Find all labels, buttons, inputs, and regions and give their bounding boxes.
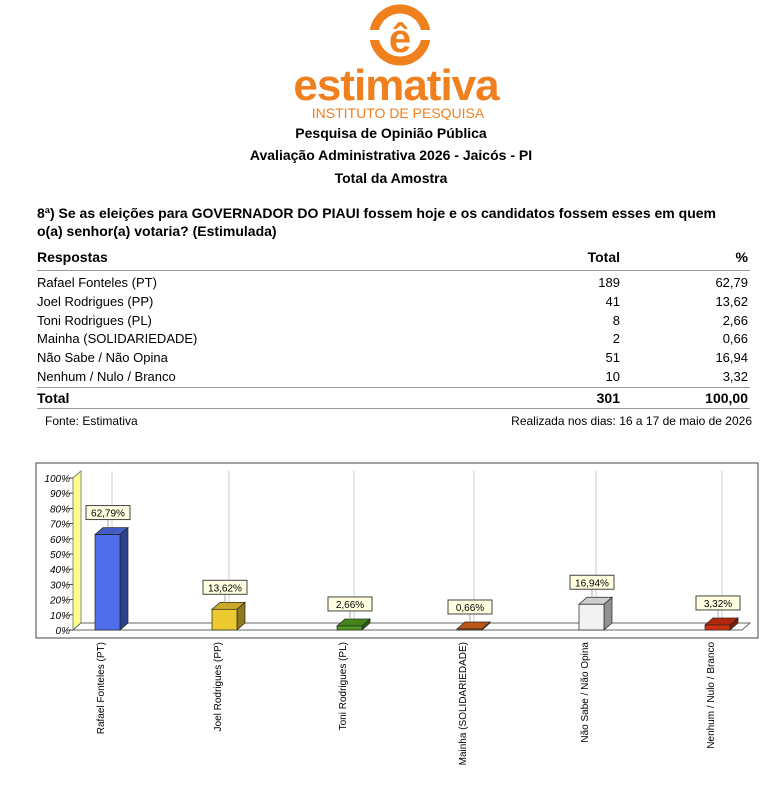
title-line: Total da Amostra	[334, 170, 448, 186]
y-tick-label: 20%	[49, 596, 70, 607]
value-label: 62,79%	[91, 509, 125, 520]
table-cell: 51	[605, 350, 620, 366]
question: 8ª) Se as eleições para GOVERNADOR DO PI…	[37, 205, 716, 239]
label-box	[695, 595, 741, 611]
table-cell: 0,66	[722, 331, 748, 347]
bar	[704, 624, 731, 631]
table-cell: Rafael Fonteles (PT)	[37, 275, 157, 290]
y-tick-label: 80%	[50, 504, 70, 515]
x-tick-label: Mainha (SOLIDARIEDADE)	[458, 642, 469, 765]
y-tick-label: 70%	[50, 520, 70, 531]
x-tick-label: Não Sabe / Não Opina	[580, 642, 591, 743]
label-box	[85, 505, 131, 521]
table-cell: 2	[612, 331, 620, 347]
value-label: 13,62%	[208, 583, 242, 594]
value-label: 2,66%	[336, 600, 364, 611]
table-cell: Joel Rodrigues (PP)	[37, 293, 154, 309]
logo-gap	[355, 30, 445, 40]
table-cell: 8	[612, 312, 620, 328]
logo-subtitle: INSTITUTO DE PESQUISA	[312, 105, 485, 120]
chart-frame	[35, 462, 759, 639]
value-label: 16,94%	[575, 578, 609, 589]
y-tick-label: 60%	[50, 535, 70, 546]
rule	[37, 387, 750, 388]
bar	[211, 608, 238, 631]
logo-text: estimativa	[293, 61, 500, 110]
table-cell: 16,94	[715, 350, 748, 366]
label-box	[202, 579, 248, 595]
table-cell: 62,79	[715, 275, 748, 290]
bar	[578, 603, 605, 631]
total-cell: 100,00	[705, 390, 748, 406]
label-box	[447, 599, 493, 615]
bar	[94, 534, 121, 631]
title-line: Pesquisa de Opinião Pública	[295, 125, 487, 141]
y-tick-label: 50%	[50, 550, 70, 561]
y-tick-label: 30%	[50, 580, 70, 591]
chart: 0% 10% 20% 30% 40% 50% 60% 70% 80% 90% 100% 62,79% R…	[35, 462, 759, 765]
value-label: 3,32%	[704, 599, 732, 610]
column-header: Respostas	[37, 249, 108, 265]
dates: Realizada nos dias: 16 a 17 de maio de 2…	[511, 414, 752, 428]
x-tick-label: Rafael Fonteles (PT)	[96, 642, 107, 734]
source: Fonte: Estimativa	[45, 414, 138, 428]
value-label: 0,66%	[456, 603, 484, 614]
y-tick-label: 40%	[50, 565, 70, 576]
left-wall	[72, 469, 82, 632]
bar	[336, 625, 363, 631]
y-tick-label: 0%	[56, 626, 71, 637]
logo: ê estimativa INSTITUTO DE PESQUISA	[293, 4, 501, 120]
x-tick-label: Toni Rodrigues (PL)	[338, 642, 349, 730]
table-cell: 13,62	[715, 293, 748, 309]
table-cell: 3,32	[722, 369, 748, 384]
table-cell: 189	[598, 275, 620, 290]
x-tick-label: Joel Rodrigues (PP)	[213, 642, 224, 731]
y-tick-label: 90%	[50, 489, 70, 500]
logo-e: ê	[389, 17, 411, 61]
bar-side	[119, 526, 129, 631]
table-cell: Mainha (SOLIDARIEDADE)	[37, 331, 198, 347]
table-cell: 10	[605, 369, 620, 384]
total-cell: 301	[596, 390, 620, 406]
y-tick-label: 10%	[50, 611, 70, 622]
rule	[37, 408, 750, 409]
table-cell: 2,66	[722, 312, 748, 328]
label-box	[327, 596, 373, 612]
title-line: Avaliação Administrativa 2026 - Jaicós -…	[249, 147, 533, 163]
y-tick-label: 100%	[44, 474, 70, 485]
x-tick-label: Nenhum / Nulo / Branco	[706, 642, 717, 749]
rule	[37, 270, 750, 271]
bar	[456, 628, 483, 631]
table-cell: Toni Rodrigues (PL)	[37, 312, 152, 328]
column-header: Total	[587, 249, 620, 265]
label-box	[569, 574, 615, 590]
floor	[71, 622, 752, 631]
total-cell: Total	[37, 390, 70, 406]
table-cell: 41	[605, 293, 620, 309]
table-cell: Nenhum / Nulo / Branco	[37, 369, 176, 384]
table-cell: Não Sabe / Não Opina	[37, 350, 168, 366]
column-header: %	[735, 249, 748, 265]
